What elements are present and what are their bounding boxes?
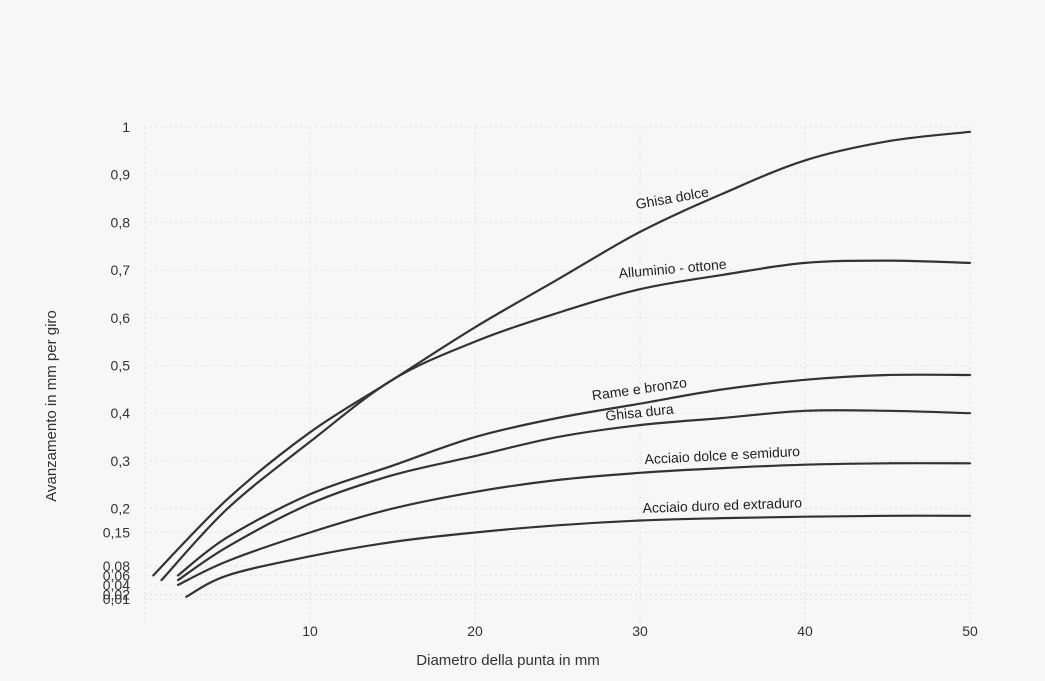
series-line-3	[176, 373, 972, 577]
y-tick-label: 0,06	[103, 567, 130, 583]
series-label-1: Ghisa dolce	[634, 183, 710, 212]
series-line-5	[176, 462, 972, 586]
series-lines	[152, 130, 972, 598]
y-tick-label: 0,5	[111, 358, 131, 374]
y-tick-label: 0,4	[111, 405, 131, 421]
y-tick-label: 0,9	[111, 167, 131, 183]
y-tick-label: 0,8	[111, 214, 131, 230]
y-tick-label: 0,6	[111, 310, 131, 326]
y-axis-title: Avanzamento in mm per giro	[43, 310, 60, 501]
x-axis-title: Diametro della punta in mm	[416, 652, 599, 669]
x-tick-label: 20	[467, 623, 483, 639]
x-tick-label: 30	[632, 623, 648, 639]
y-tick-label: 0,08	[103, 558, 130, 574]
series-line-1	[152, 130, 972, 577]
series-label-3: Rame e bronzo	[591, 374, 688, 403]
y-tick-label: 0,15	[103, 524, 130, 540]
series-label-5: Acciaio dolce e semiduro	[644, 443, 800, 467]
y-tick-label: 0,3	[111, 453, 131, 469]
y-tick-label: 1	[122, 119, 130, 135]
series-label-6: Acciaio duro ed extraduro	[642, 494, 802, 516]
series-line-4	[176, 409, 972, 582]
x-tick-label: 50	[962, 623, 978, 639]
x-tick-label: 10	[302, 623, 318, 639]
y-tick-label: 0,2	[111, 501, 131, 517]
y-tick-label: 0,01	[103, 591, 130, 607]
y-axis-ticks: 0,010,020,040,060,08 0,15 0,2 0,3 0,4 0,5 0,6 0…	[103, 119, 130, 607]
y-tick-label: 0,7	[111, 262, 131, 278]
grid	[144, 126, 971, 624]
y-tick-label: 0,02	[103, 586, 130, 602]
series-line-2	[160, 259, 972, 582]
y-tick-label: 0,04	[103, 577, 130, 593]
series-label-4: Ghisa dura	[605, 401, 675, 424]
x-axis-ticks: 10 20 30 40 50	[302, 623, 978, 639]
x-tick-label: 40	[797, 623, 813, 639]
series-line-6	[185, 514, 972, 598]
